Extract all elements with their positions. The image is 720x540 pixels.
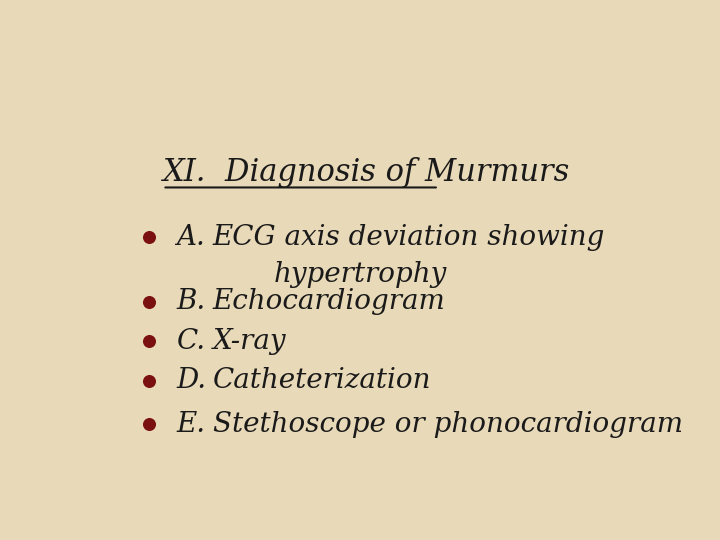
Point	[143, 420, 154, 429]
Text: Stethoscope or phonocardiogram: Stethoscope or phonocardiogram	[213, 411, 683, 438]
Text: A.: A.	[176, 224, 205, 251]
Point	[143, 298, 154, 306]
Text: B.: B.	[176, 288, 206, 315]
Text: Catheterization: Catheterization	[213, 367, 431, 394]
Point	[143, 233, 154, 242]
Text: E.: E.	[176, 411, 206, 438]
Point	[143, 337, 154, 346]
Point	[143, 376, 154, 385]
Text: Echocardiogram: Echocardiogram	[213, 288, 446, 315]
Text: X-ray: X-ray	[213, 328, 287, 355]
Text: C.: C.	[176, 328, 206, 355]
Text: ECG axis deviation showing: ECG axis deviation showing	[213, 224, 605, 251]
Text: hypertrophy: hypertrophy	[274, 261, 447, 288]
Text: XI.  Diagnosis of Murmurs: XI. Diagnosis of Murmurs	[163, 157, 570, 188]
Text: D.: D.	[176, 367, 207, 394]
